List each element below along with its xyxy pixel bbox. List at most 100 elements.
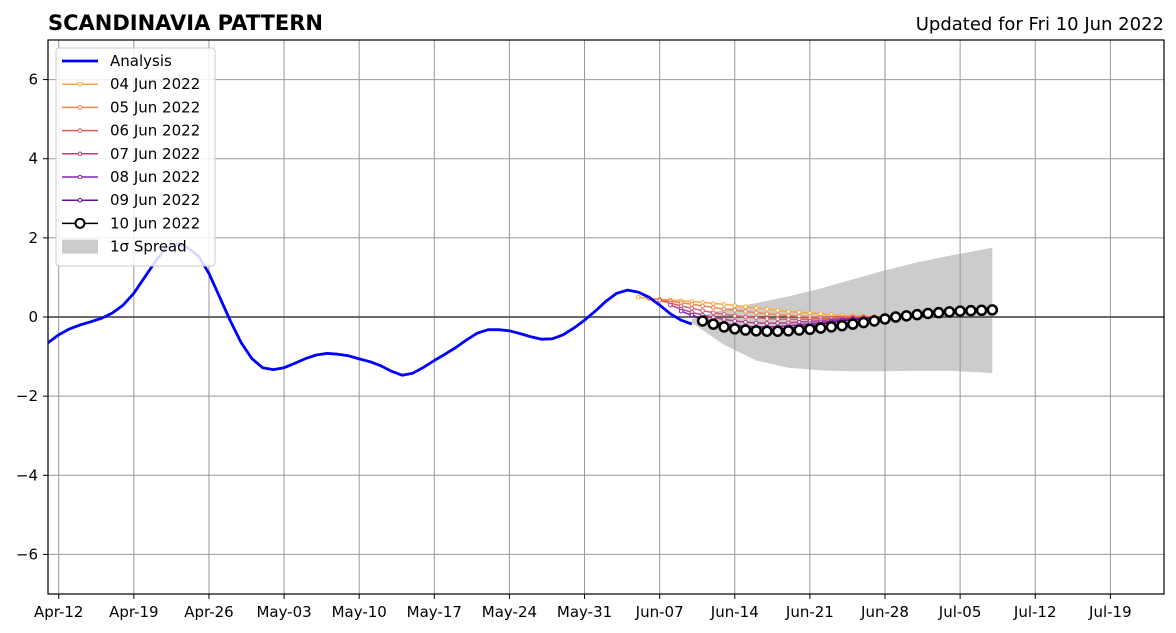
x-tick-label: Jul-05 (938, 603, 982, 621)
x-tick-label: Jun-07 (635, 603, 684, 621)
y-tick-label: −4 (16, 466, 38, 484)
forecast-point (739, 324, 752, 336)
forecast-point (807, 310, 813, 316)
forecast-point (911, 308, 923, 321)
forecast-point (764, 306, 770, 312)
forecast-point (753, 320, 759, 326)
legend-label: 04 Jun 2022 (110, 75, 200, 93)
forecast-point (814, 322, 827, 334)
forecast-point (743, 304, 748, 310)
forecast-point (689, 305, 695, 311)
legend-swatch-marker (77, 151, 83, 157)
forecast-point (764, 316, 770, 321)
forecast-point (986, 304, 999, 316)
legend-label: Analysis (110, 52, 172, 70)
forecast-point (764, 321, 770, 326)
forecast-point (732, 318, 738, 324)
forecast-point (743, 309, 748, 314)
forecast-point (743, 319, 748, 325)
legend-swatch-marker (77, 197, 83, 203)
legend-swatch-marker (77, 128, 83, 133)
x-tick-label: May-31 (557, 603, 612, 621)
forecast-point (965, 304, 977, 317)
forecast-point (711, 301, 716, 306)
forecast-point (857, 316, 870, 329)
forecast-point (718, 321, 730, 333)
x-tick-label: May-03 (256, 603, 311, 621)
forecast-point (764, 311, 770, 317)
forecast-point (796, 309, 802, 315)
forecast-point (825, 321, 838, 333)
x-tick-label: Jul-19 (1088, 603, 1132, 621)
tick-layer: Apr-12 Apr-19 Apr-26 May-03 May-10 May-17 May-… (16, 71, 1132, 621)
y-tick-label: 4 (28, 150, 38, 168)
forecast-point (786, 313, 791, 318)
spread-band (691, 247, 993, 374)
forecast-point (711, 305, 716, 310)
forecast-layer (635, 294, 999, 337)
forecast-point (900, 310, 913, 322)
legend-swatch-spread (62, 239, 98, 254)
forecast-point (721, 306, 727, 312)
forecast-point (954, 305, 966, 317)
forecast-point (635, 294, 641, 300)
forecast-point (804, 323, 816, 336)
forecast-point (707, 318, 720, 330)
forecast-point (700, 303, 705, 309)
legend-swatch-marker (77, 174, 83, 180)
forecast-point (836, 319, 848, 332)
x-tick-label: May-24 (482, 603, 537, 621)
forecast-point (922, 307, 934, 320)
forecast-point (657, 298, 662, 303)
x-tick-label: Jun-21 (785, 603, 834, 621)
forecast-point (700, 300, 705, 305)
forecast-point (753, 305, 759, 311)
legend-swatch-marker (77, 81, 83, 87)
forecast-point (750, 325, 762, 337)
spread-layer (691, 247, 993, 374)
legend: Analysis 04 Jun 2022 05 Jun 2022 06 Jun 202… (55, 47, 216, 267)
legend-label: 05 Jun 2022 (110, 98, 200, 116)
y-tick-label: −2 (16, 387, 38, 405)
forecast-point (786, 309, 791, 314)
forecast-point (786, 317, 791, 322)
legend-label: 10 Jun 2022 (110, 214, 200, 232)
legend-label: 08 Jun 2022 (110, 168, 200, 186)
x-tick-label: Apr-26 (184, 603, 234, 621)
forecast-point (743, 314, 748, 320)
forecast-point (700, 308, 705, 313)
forecast-point (668, 302, 673, 308)
forecast-point (868, 315, 881, 327)
chart-title: SCANDINAVIA PATTERN (48, 11, 323, 35)
legend-label: 07 Jun 2022 (110, 145, 200, 163)
forecast-point (721, 311, 727, 317)
x-tick-label: Jun-28 (860, 603, 909, 621)
forecast-point (696, 315, 709, 327)
forecast-point (732, 303, 738, 308)
legend-label: 1σ Spread (110, 238, 187, 256)
x-tick-label: May-10 (332, 603, 387, 621)
forecast-point (879, 313, 891, 325)
forecast-point (721, 317, 727, 322)
y-tick-label: 6 (28, 71, 38, 89)
chart-subtitle: Updated for Fri 10 Jun 2022 (916, 14, 1164, 35)
forecast-point (771, 325, 784, 337)
legend-swatch-marker (74, 217, 86, 229)
forecast-point (729, 323, 741, 335)
forecast-point (793, 324, 805, 336)
forecast-point (678, 308, 684, 314)
legend-label: 06 Jun 2022 (110, 122, 200, 140)
y-tick-label: −6 (16, 545, 38, 563)
forecast-point (975, 304, 988, 317)
x-tick-label: Jun-14 (710, 603, 759, 621)
x-tick-label: Jul-12 (1013, 603, 1057, 621)
forecast-point (732, 313, 738, 319)
x-tick-label: Apr-19 (109, 603, 159, 621)
forecast-point (711, 310, 716, 315)
forecast-point (932, 306, 945, 319)
forecast-point (721, 302, 727, 307)
y-tick-label: 2 (28, 229, 38, 247)
forecast-point (761, 325, 773, 337)
legend-label: 09 Jun 2022 (110, 191, 200, 209)
